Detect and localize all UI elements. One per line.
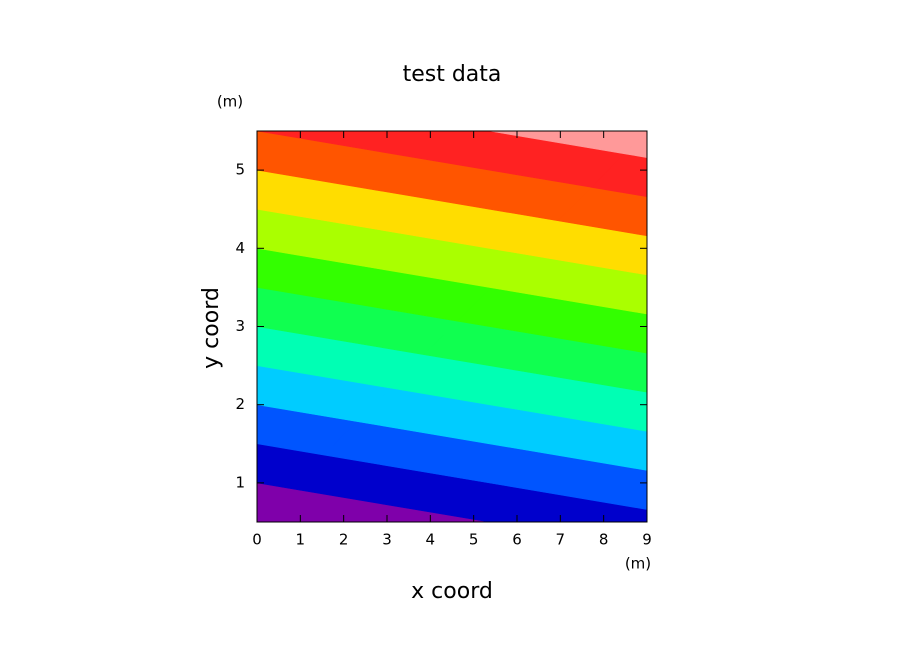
x-tick-label: 8 (599, 531, 609, 549)
y-tick-label: 4 (235, 239, 245, 257)
x-tick-label: 5 (469, 531, 479, 549)
y-unit: (m) (217, 93, 243, 111)
y-axis-label: y coord (199, 287, 224, 369)
x-tick-label: 3 (382, 531, 392, 549)
x-tick-label: 7 (556, 531, 566, 549)
x-axis-label: x coord (411, 579, 493, 604)
x-tick-label: 0 (252, 531, 262, 549)
x-tick-label: 4 (426, 531, 436, 549)
chart-title: test data (403, 62, 502, 87)
y-tick-label: 2 (235, 395, 245, 413)
x-tick-label: 6 (512, 531, 522, 549)
x-tick-label: 1 (296, 531, 306, 549)
x-unit: (m) (625, 555, 651, 573)
y-tick-label: 5 (235, 161, 245, 179)
y-tick-label: 3 (235, 317, 245, 335)
x-tick-label: 9 (642, 531, 652, 549)
x-tick-label: 2 (339, 531, 349, 549)
y-tick-label: 1 (235, 473, 245, 491)
